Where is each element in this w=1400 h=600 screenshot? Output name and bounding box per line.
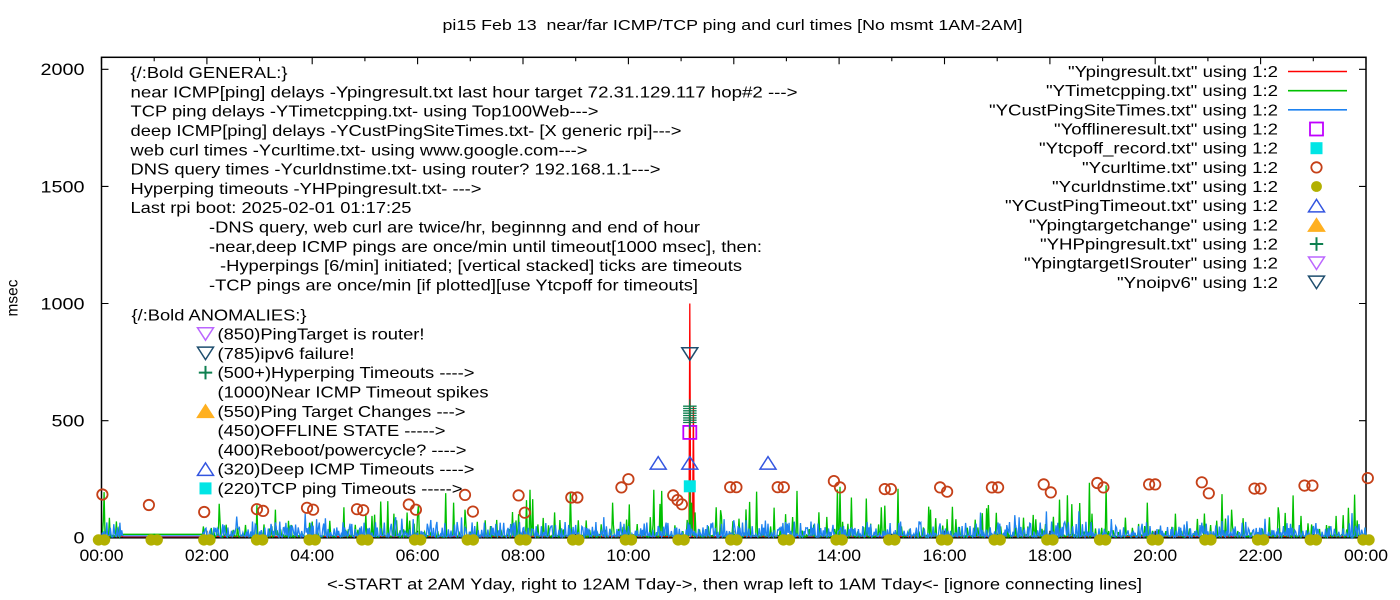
svg-text:(450)OFFLINE STATE ----->: (450)OFFLINE STATE -----> (218, 423, 446, 440)
svg-text:06:00: 06:00 (396, 547, 440, 565)
svg-text:{/:Bold ANOMALIES:}: {/:Bold ANOMALIES:} (132, 307, 307, 324)
svg-text:-Hyperpings [6/min] initiated;: -Hyperpings [6/min] initiated; [vertical… (220, 258, 742, 275)
svg-text:"Ypingresult.txt" using 1:2: "Ypingresult.txt" using 1:2 (1068, 64, 1278, 81)
svg-text:12:00: 12:00 (712, 547, 756, 565)
svg-text:"Ytcpoff_record.txt" using 1:2: "Ytcpoff_record.txt" using 1:2 (1039, 141, 1278, 158)
svg-text:22:00: 22:00 (1239, 547, 1283, 565)
svg-text:"Ypingtargetchange" using 1:2: "Ypingtargetchange" using 1:2 (1029, 217, 1278, 234)
svg-text:08:00: 08:00 (501, 547, 545, 565)
svg-text:"YHPpingresult.txt" using 1:2: "YHPpingresult.txt" using 1:2 (1040, 237, 1278, 254)
svg-text:-near,deep ICMP pings are once: -near,deep ICMP pings are once/min until… (209, 239, 762, 256)
svg-text:02:00: 02:00 (185, 547, 229, 565)
svg-text:0: 0 (74, 530, 85, 548)
svg-text:-TCP pings are once/min [if pl: -TCP pings are once/min [if plotted][use… (209, 277, 698, 294)
svg-text:10:00: 10:00 (606, 547, 650, 565)
svg-text:DNS query times -Ycurldnstime.: DNS query times -Ycurldnstime.txt- using… (131, 162, 661, 179)
svg-text:"YCustPingSiteTimes.txt" using: "YCustPingSiteTimes.txt" using 1:2 (989, 102, 1278, 119)
svg-text:"Ycurldnstime.txt" using 1:2: "Ycurldnstime.txt" using 1:2 (1052, 179, 1278, 196)
svg-text:04:00: 04:00 (290, 547, 334, 565)
svg-text:2000: 2000 (41, 61, 85, 79)
svg-text:Last rpi boot: 2025-02-01 01:1: Last rpi boot: 2025-02-01 01:17:25 (131, 200, 412, 217)
svg-text:msec: msec (5, 279, 22, 316)
svg-text:pi15 Feb 13 near/far ICMP/TCP: pi15 Feb 13 near/far ICMP/TCP ping and c… (443, 18, 1023, 34)
svg-text:deep ICMP[ping] delays -YCustP: deep ICMP[ping] delays -YCustPingSiteTim… (131, 123, 682, 140)
svg-text:(500+)Hyperping Timeouts ---->: (500+)Hyperping Timeouts ----> (218, 365, 475, 382)
svg-text:Hyperping timeouts -YHPpingres: Hyperping timeouts -YHPpingresult.txt- -… (131, 181, 482, 198)
svg-text:(220)TCP ping Timeouts ----->: (220)TCP ping Timeouts -----> (218, 481, 463, 498)
svg-text:500: 500 (52, 413, 85, 431)
svg-text:"Ynoipv6" using 1:2: "Ynoipv6" using 1:2 (1117, 275, 1278, 292)
svg-text:(785)ipv6 failure!: (785)ipv6 failure! (218, 346, 355, 363)
svg-text:20:00: 20:00 (1133, 547, 1177, 565)
svg-text:-DNS query, web curl are twice: -DNS query, web curl are twice/hr, begin… (209, 220, 700, 237)
svg-text:web curl times -Ycurltime.txt-: web curl times -Ycurltime.txt- using www… (129, 142, 587, 159)
svg-text:(400)Reboot/powercycle? ---->: (400)Reboot/powercycle? ----> (218, 442, 467, 459)
svg-text:"YTimetcpping.txt" using 1:2: "YTimetcpping.txt" using 1:2 (1046, 83, 1278, 100)
svg-text:1500: 1500 (41, 178, 85, 196)
svg-text:14:00: 14:00 (817, 547, 861, 565)
svg-text:(850)PingTarget is router!: (850)PingTarget is router! (218, 327, 425, 344)
svg-text:{/:Bold GENERAL:}: {/:Bold GENERAL:} (131, 65, 288, 82)
svg-text:1000: 1000 (41, 295, 85, 313)
svg-text:(1000)Near ICMP Timeout spikes: (1000)Near ICMP Timeout spikes (218, 385, 489, 402)
svg-text:"Yofflineresult.txt" using 1:2: "Yofflineresult.txt" using 1:2 (1054, 122, 1278, 139)
svg-text:near ICMP[ping] delays -Ypingr: near ICMP[ping] delays -Ypingresult.txt … (131, 84, 798, 101)
svg-text:(320)Deep ICMP Timeouts ---->: (320)Deep ICMP Timeouts ----> (218, 462, 475, 479)
svg-text:TCP ping delays -YTimetcpping.: TCP ping delays -YTimetcpping.txt- using… (131, 104, 599, 121)
svg-text:00:00: 00:00 (1344, 547, 1388, 565)
svg-text:"Ycurltime.txt" using 1:2: "Ycurltime.txt" using 1:2 (1082, 160, 1278, 177)
svg-text:00:00: 00:00 (80, 547, 124, 565)
svg-text:<-START at 2AM Yday, right to: <-START at 2AM Yday, right to 12AM Tday-… (327, 577, 1142, 594)
svg-text:"YpingtargetISrouter" using 1:: "YpingtargetISrouter" using 1:2 (1024, 256, 1278, 273)
svg-text:(550)Ping Target Changes --->: (550)Ping Target Changes ---> (218, 404, 466, 421)
svg-text:18:00: 18:00 (1028, 547, 1072, 565)
svg-text:"YCustPingTimeout.txt" using 1: "YCustPingTimeout.txt" using 1:2 (1005, 198, 1278, 215)
svg-text:16:00: 16:00 (923, 547, 967, 565)
